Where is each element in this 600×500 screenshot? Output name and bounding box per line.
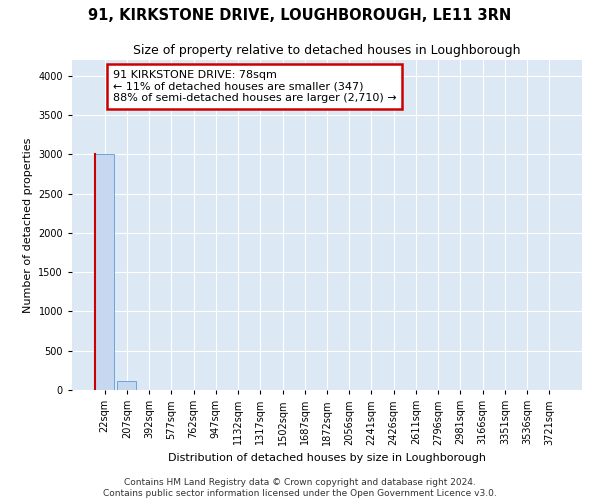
Y-axis label: Number of detached properties: Number of detached properties — [23, 138, 32, 312]
Text: Contains HM Land Registry data © Crown copyright and database right 2024.
Contai: Contains HM Land Registry data © Crown c… — [103, 478, 497, 498]
Title: Size of property relative to detached houses in Loughborough: Size of property relative to detached ho… — [133, 44, 521, 58]
Text: 91, KIRKSTONE DRIVE, LOUGHBOROUGH, LE11 3RN: 91, KIRKSTONE DRIVE, LOUGHBOROUGH, LE11 … — [88, 8, 512, 22]
Bar — [95, 154, 114, 390]
X-axis label: Distribution of detached houses by size in Loughborough: Distribution of detached houses by size … — [168, 453, 486, 463]
Text: 91 KIRKSTONE DRIVE: 78sqm
← 11% of detached houses are smaller (347)
88% of semi: 91 KIRKSTONE DRIVE: 78sqm ← 11% of detac… — [113, 70, 397, 103]
Bar — [118, 381, 136, 390]
